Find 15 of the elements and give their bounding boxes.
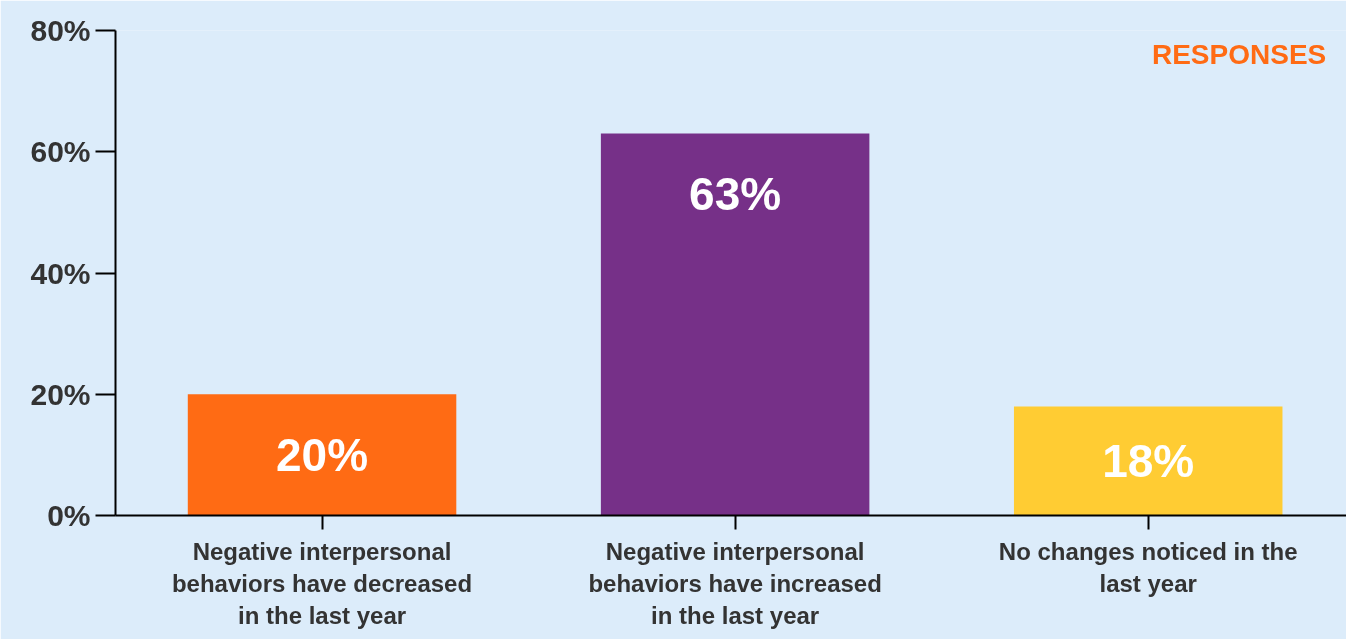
y-tick-label: 40%: [30, 256, 91, 290]
y-tick-label: 20%: [30, 377, 91, 411]
data-label: 63%: [689, 168, 782, 221]
x-tick-label: Negative interpersonal behaviors have increased in the last year: [588, 537, 882, 630]
y-tick-label: 60%: [30, 135, 91, 169]
bar: [1013, 406, 1283, 516]
annotation: RESPONSES: [1151, 39, 1327, 71]
data-label: 18%: [1102, 434, 1195, 487]
bar: [187, 394, 457, 516]
x-tick-label: No changes noticed in the last year: [998, 537, 1298, 597]
y-tick-label: 0%: [47, 499, 91, 532]
x-tick-label: Negative interpersonal behaviors have decreased in the last year: [171, 537, 473, 630]
bar: [600, 133, 870, 516]
y-tick-label: 80%: [30, 14, 91, 47]
data-label: 20%: [276, 428, 369, 481]
